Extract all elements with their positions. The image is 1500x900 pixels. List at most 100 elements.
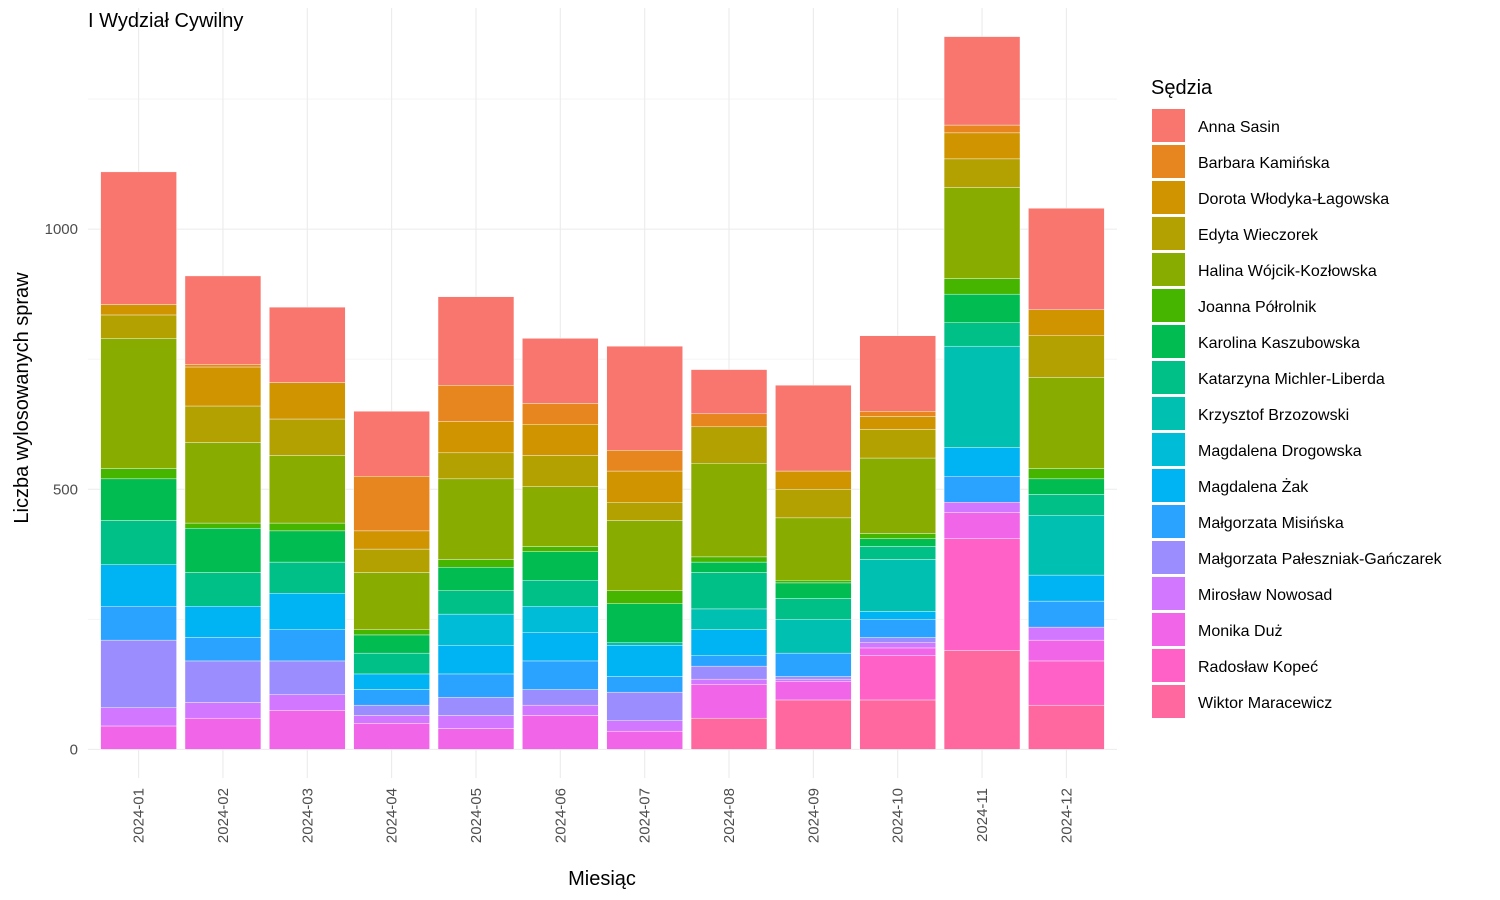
x-tick-label: 2024-05 [468,788,485,843]
legend-label: Małgorzata Pałeszniak-Gańczarek [1198,551,1443,568]
bar-segment: Wiktor Maracewicz 2024-08: 60 [690,717,768,750]
legend-swatch [1152,145,1185,178]
bar-segment: Barbara Kamińska 2024-06: 40 [522,403,599,425]
x-tick-label: 2024-03 [299,788,316,843]
bar-segment: Mirosław Nowosad 2024-02: 30 [184,702,262,719]
bar-segment: Monika Duż 2024-05: 40 [437,728,515,750]
bar-segment: Krzysztof Brzozowski 2024-07: 5 [606,642,683,646]
bar-segment: Halina Wójcik-Kozłowska 2024-02: 155 [184,442,262,524]
bar-segment: Barbara Kamińska 2024-02: 5 [184,364,262,368]
legend-label: Małgorzata Misińska [1198,515,1344,532]
bar-segment: Karolina Kaszubowska 2024-11: 55 [943,293,1021,323]
x-tick-label: 2024-10 [890,788,907,843]
bar-segment: Karolina Kaszubowska 2024-07: 75 [606,603,683,643]
bar-segment: Krzysztof Brzozowski 2024-12: 115 [1028,515,1105,576]
legend-swatch [1152,181,1185,214]
bar-segment: Dorota Włodyka-Łagowska 2024-04: 35 [353,530,430,550]
bar-segment: Monika Duż 2024-08: 65 [690,684,768,719]
bar-segment: Dorota Włodyka-Łagowska 2024-12: 50 [1028,309,1105,336]
bar-segment: Halina Wójcik-Kozłowska 2024-10: 145 [859,457,936,534]
legend-label: Magdalena Drogowska [1198,443,1362,460]
bar-segment: Magdalena Żak 2024-06: 55 [522,632,599,662]
bar-segment: Katarzyna Michler-Liberda 2024-03: 60 [269,561,346,594]
bar-segment: Katarzyna Michler-Liberda 2024-02: 65 [184,572,262,607]
legend-swatch [1152,397,1185,430]
bar-segment: Małgorzata Pałeszniak-Gańczarek 2024-05:… [437,697,515,716]
bar-segment: Monika Duż 2024-06: 65 [522,715,599,750]
bar-segment: Halina Wójcik-Kozłowska 2024-09: 120 [775,517,852,581]
bar-segment: Małgorzata Misińska 2024-10: 35 [859,619,936,638]
bar-segment: Edyta Wieczorek 2024-11: 55 [943,158,1021,188]
legend-swatch [1152,541,1185,574]
bar-segment: Anna Sasin 2024-11: 170 [943,36,1021,126]
bar-segment: Małgorzata Pałeszniak-Gańczarek 2024-02:… [184,660,262,703]
legend-label: Edyta Wieczorek [1198,227,1319,244]
bar-segment: Magdalena Żak 2024-10: 15 [859,611,936,620]
legend-swatch [1152,361,1185,394]
legend-swatch [1152,577,1185,610]
bar-segment: Mirosław Nowosad 2024-06: 20 [522,704,599,716]
legend-swatch [1152,469,1185,502]
bar-segment: Małgorzata Misińska 2024-03: 60 [269,629,346,662]
bar-segment: Anna Sasin 2024-07: 200 [606,345,683,451]
x-axis-title: Miesiąc [568,868,636,890]
bar-segment: Halina Wójcik-Kozłowska 2024-07: 135 [606,520,683,591]
bar-segment: Magdalena Żak 2024-12: 50 [1028,574,1105,602]
bar-segment: Magdalena Żak 2024-04: 30 [353,673,430,690]
bar-segment: Anna Sasin 2024-10: 145 [859,335,936,412]
x-tick-label: 2024-04 [384,788,401,843]
bar-segment: Karolina Kaszubowska 2024-01: 80 [100,478,177,521]
bar-segment: Edyta Wieczorek 2024-02: 70 [184,405,262,443]
bar-segment: Monika Duż 2024-07: 35 [606,730,683,750]
bar-segment: Małgorzata Misińska 2024-04: 30 [353,689,430,706]
bar-segment: Monika Duż 2024-02: 60 [184,717,262,750]
bar-segment: Katarzyna Michler-Liberda 2024-05: 45 [437,590,515,615]
bar-segment: Katarzyna Michler-Liberda 2024-12: 40 [1028,494,1105,516]
bar-segment: Małgorzata Misińska 2024-02: 45 [184,637,262,662]
x-tick-label: 2024-01 [131,788,148,843]
bar-segment: Karolina Kaszubowska 2024-05: 45 [437,567,515,591]
bar-segment: Halina Wójcik-Kozłowska 2024-04: 110 [353,572,430,630]
bar-segment: Halina Wójcik-Kozłowska 2024-05: 155 [437,478,515,560]
bar-segment: Dorota Włodyka-Łagowska 2024-10: 25 [859,416,936,430]
bar-segment: Małgorzata Misińska 2024-09: 45 [775,652,852,677]
bar-segment: Krzysztof Brzozowski 2024-09: 65 [775,619,852,654]
bar-segment: Anna Sasin 2024-05: 170 [437,296,515,386]
bar-segment: Krzysztof Brzozowski 2024-10: 100 [859,559,936,612]
legend-label: Magdalena Żak [1198,477,1309,496]
bar-segment: Wiktor Maracewicz 2024-09: 95 [775,699,852,750]
bar-segment: Dorota Włodyka-Łagowska 2024-07: 60 [606,470,683,503]
bar-segment: Dorota Włodyka-Łagowska 2024-06: 60 [522,424,599,456]
bar-segment: Joanna Półrolnik 2024-10: 10 [859,533,936,539]
bar-segment: Małgorzata Misińska 2024-07: 30 [606,676,683,693]
bar-segment: Mirosław Nowosad 2024-04: 15 [353,715,430,724]
bar-segment: Edyta Wieczorek 2024-07: 35 [606,502,683,521]
legend-swatch [1152,433,1185,466]
bar-segment: Magdalena Żak 2024-03: 70 [269,593,346,630]
bar-segment: Dorota Włodyka-Łagowska 2024-05: 60 [437,421,515,454]
bar-segment: Magdalena Żak 2024-07: 60 [606,645,683,677]
legend-label: Wiktor Maracewicz [1198,695,1332,712]
legend-label: Mirosław Nowosad [1198,587,1332,604]
bar-segment: Magdalena Żak 2024-05: 55 [437,645,515,675]
bar-segment: Joanna Półrolnik 2024-09: 5 [775,580,852,584]
x-tick-label: 2024-09 [805,788,822,843]
bar-segment: Krzysztof Brzozowski 2024-08: 40 [690,608,768,630]
bar-segment: Edyta Wieczorek 2024-03: 70 [269,418,346,456]
bar-segment: Anna Sasin 2024-04: 125 [353,411,430,477]
legend-label: Dorota Włodyka-Łagowska [1198,191,1389,208]
bar-segment: Wiktor Maracewicz 2024-10: 95 [859,699,936,750]
bar-segment: Małgorzata Pałeszniak-Gańczarek 2024-09:… [775,676,852,680]
x-tick-label: 2024-06 [552,788,569,843]
bar-segment: Mirosław Nowosad 2024-03: 30 [269,694,346,711]
legend-swatch [1152,505,1185,538]
bar-segment: Edyta Wieczorek 2024-08: 70 [690,426,768,464]
bar-segment: Monika Duż 2024-12: 40 [1028,639,1105,662]
bar-segment: Karolina Kaszubowska 2024-06: 55 [522,551,599,581]
bar-segment: Katarzyna Michler-Liberda 2024-06: 50 [522,580,599,607]
legend-label: Anna Sasin [1198,119,1280,136]
bar-segment: Joanna Półrolnik 2024-03: 15 [269,522,346,532]
legend-label: Krzysztof Brzozowski [1198,407,1349,424]
bar-segment: Katarzyna Michler-Liberda 2024-01: 85 [100,520,177,565]
